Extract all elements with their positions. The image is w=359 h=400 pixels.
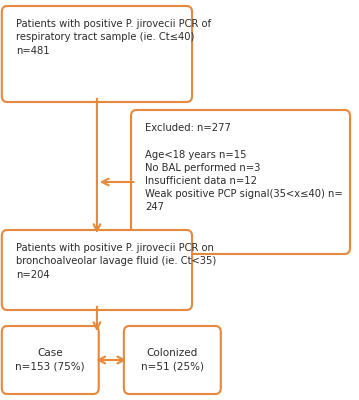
FancyBboxPatch shape [2,6,192,102]
Text: Excluded: n=277

Age<18 years n=15
No BAL performed n=3
Insufficient data n=12
W: Excluded: n=277 Age<18 years n=15 No BAL… [145,123,343,212]
FancyBboxPatch shape [2,230,192,310]
FancyBboxPatch shape [131,110,350,254]
FancyBboxPatch shape [2,326,99,394]
Text: Patients with positive P. jirovecii PCR of
respiratory tract sample (ie. Ct≤40)
: Patients with positive P. jirovecii PCR … [16,19,211,56]
Text: Patients with positive P. jirovecii PCR on
bronchoalveolar lavage fluid (ie. Ct<: Patients with positive P. jirovecii PCR … [16,243,216,280]
Text: Case
n=153 (75%): Case n=153 (75%) [15,348,85,372]
FancyBboxPatch shape [124,326,221,394]
Text: Colonized
n=51 (25%): Colonized n=51 (25%) [141,348,204,372]
